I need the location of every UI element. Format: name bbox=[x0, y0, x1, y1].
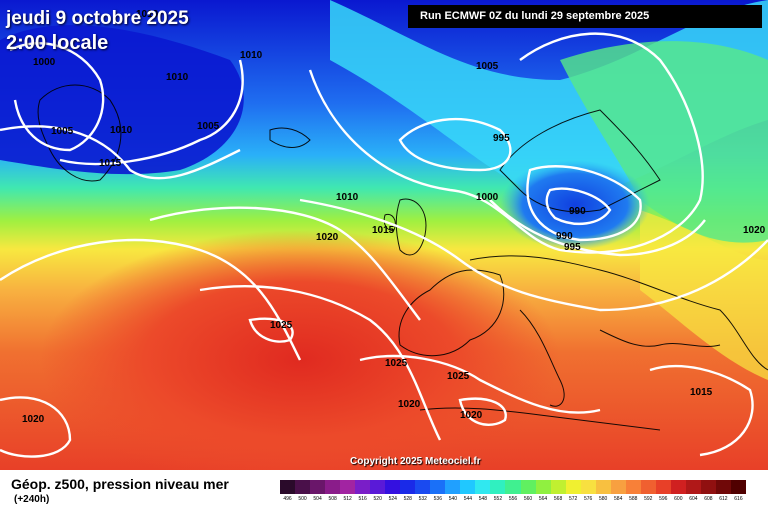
scale-swatch bbox=[625, 480, 641, 494]
model-run-banner: Run ECMWF 0Z du lundi 29 septembre 2025 bbox=[408, 5, 762, 28]
scale-swatch bbox=[580, 480, 596, 494]
scale-swatch bbox=[310, 480, 326, 494]
scale-swatch bbox=[535, 480, 551, 494]
scale-tick-label: 584 bbox=[614, 496, 623, 502]
isobar-label: 995 bbox=[564, 242, 581, 253]
isobar-label: 990 bbox=[556, 231, 573, 242]
scale-swatch bbox=[355, 480, 371, 494]
isobar-label: 990 bbox=[569, 206, 586, 217]
scale-swatch bbox=[400, 480, 416, 494]
geopotential-map: 1010 1000 1010 1010 1005 1010 1005 1015 … bbox=[0, 0, 768, 470]
scale-swatch bbox=[340, 480, 356, 494]
scale-tick-label: 568 bbox=[553, 496, 563, 502]
scale-tick-label: 548 bbox=[478, 496, 488, 502]
color-scale: 496 500 504 508 512 516 520 524 528 532 536 540 544 5… bbox=[280, 480, 746, 510]
scale-tick-label: 580 bbox=[599, 496, 608, 502]
scale-swatch bbox=[325, 480, 341, 494]
scale-swatch bbox=[385, 480, 401, 494]
scale-swatch bbox=[475, 480, 491, 494]
legend-subtitle: (+240h) bbox=[14, 494, 50, 505]
scale-tick-label: 536 bbox=[433, 496, 442, 502]
scale-tick-label: 556 bbox=[508, 496, 518, 502]
scale-tick-label: 512 bbox=[343, 496, 352, 502]
isobar-label: 1015 bbox=[99, 158, 122, 169]
scale-tick-label: 564 bbox=[538, 496, 548, 502]
isobar-label: 1025 bbox=[270, 320, 293, 331]
scale-tick-label: 604 bbox=[689, 496, 698, 502]
isobar-label: 995 bbox=[493, 133, 510, 144]
scale-swatch bbox=[430, 480, 446, 494]
isobar-label: 1020 bbox=[398, 399, 421, 410]
isobar-label: 1025 bbox=[385, 358, 408, 369]
scale-tick-label: 576 bbox=[583, 496, 593, 502]
isobar-label: 1020 bbox=[316, 232, 339, 243]
scale-tick-label: 552 bbox=[493, 496, 503, 502]
scale-tick-label: 504 bbox=[313, 496, 322, 502]
scale-tick-label: 520 bbox=[373, 496, 382, 502]
scale-swatch bbox=[550, 480, 566, 494]
scale-swatch bbox=[700, 480, 716, 494]
scale-tick-label: 616 bbox=[734, 496, 743, 502]
isobar-label: 1005 bbox=[476, 61, 499, 72]
isobar-label: 1000 bbox=[33, 57, 56, 68]
scale-swatch bbox=[730, 480, 746, 494]
scale-tick-label: 516 bbox=[358, 496, 367, 502]
isobar-label: 1025 bbox=[447, 371, 470, 382]
scale-tick-label: 500 bbox=[298, 496, 307, 502]
scale-tick-label: 508 bbox=[328, 496, 337, 502]
scale-swatch bbox=[610, 480, 626, 494]
isobar-label: 1020 bbox=[22, 414, 45, 425]
scale-swatch bbox=[595, 480, 611, 494]
scale-tick-label: 612 bbox=[719, 496, 728, 502]
scale-swatch bbox=[505, 480, 521, 494]
isobar-label: 1010 bbox=[240, 50, 263, 61]
scale-tick-label: 540 bbox=[448, 496, 458, 502]
scale-swatch bbox=[685, 480, 701, 494]
legend-bar: Géop. z500, pression niveau mer (+240h) … bbox=[0, 470, 768, 512]
isobar-label: 1015 bbox=[690, 387, 713, 398]
scale-tick-label: 544 bbox=[463, 496, 473, 502]
scale-tick-label: 532 bbox=[418, 496, 427, 502]
isobar-label: 1010 bbox=[136, 9, 159, 20]
color-scale-swatches bbox=[280, 480, 746, 494]
scale-tick-label: 600 bbox=[674, 496, 683, 502]
scale-swatch bbox=[715, 480, 731, 494]
scale-swatch bbox=[640, 480, 656, 494]
scale-tick-label: 524 bbox=[388, 496, 397, 502]
scale-swatch bbox=[655, 480, 671, 494]
isobar-label: 1020 bbox=[460, 410, 483, 421]
scale-swatch bbox=[565, 480, 581, 494]
isobar-label: 1015 bbox=[372, 225, 395, 236]
isobar-label: 1010 bbox=[110, 125, 133, 136]
scale-tick-label: 588 bbox=[629, 496, 638, 502]
scale-swatch bbox=[460, 480, 476, 494]
scale-tick-label: 608 bbox=[704, 496, 713, 502]
scale-tick-label: 528 bbox=[403, 496, 412, 502]
isobar-label: 1020 bbox=[743, 225, 766, 236]
forecast-date: jeudi 9 octobre 2025 bbox=[6, 8, 189, 29]
scale-swatch bbox=[490, 480, 506, 494]
isobar-label: 1010 bbox=[166, 72, 189, 83]
isobar-label: 1010 bbox=[336, 192, 359, 203]
isobar-label: 1000 bbox=[476, 192, 499, 203]
scale-swatch bbox=[370, 480, 386, 494]
legend-title: Géop. z500, pression niveau mer bbox=[11, 476, 229, 492]
isobar-label: 1005 bbox=[197, 121, 220, 132]
scale-swatch bbox=[520, 480, 536, 494]
scale-tick-label: 596 bbox=[659, 496, 668, 502]
scale-tick-label: 496 bbox=[283, 496, 292, 502]
scale-swatch bbox=[295, 480, 311, 494]
scale-tick-label: 592 bbox=[644, 496, 653, 502]
scale-swatch bbox=[670, 480, 686, 494]
scale-swatch bbox=[280, 480, 296, 494]
scale-swatch bbox=[445, 480, 461, 494]
scale-tick-label: 572 bbox=[568, 496, 578, 502]
color-scale-ticks: 496 500 504 508 512 516 520 524 528 532 536 540 544 5… bbox=[280, 496, 746, 502]
copyright-text: Copyright 2025 Meteociel.fr bbox=[350, 456, 481, 467]
scale-tick-label: 560 bbox=[523, 496, 533, 502]
forecast-time: 2:00 locale bbox=[6, 32, 109, 54]
scale-swatch bbox=[415, 480, 431, 494]
isobar-label: 1005 bbox=[51, 126, 74, 137]
